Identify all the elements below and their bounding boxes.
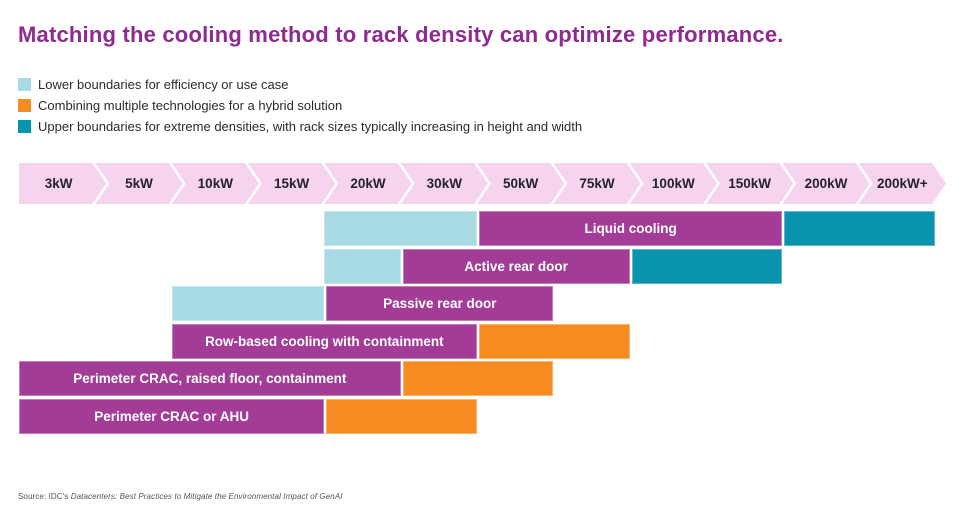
bar-segment-main: Active rear door bbox=[400, 248, 630, 284]
source-prefix: Source: IDC's bbox=[18, 492, 71, 501]
bar-segment-lower bbox=[324, 248, 401, 284]
bar-segment-main: Perimeter CRAC, raised floor, containmen… bbox=[19, 361, 401, 396]
legend-label: Combining multiple technologies for a hy… bbox=[38, 98, 343, 113]
bar-segment-hybrid bbox=[324, 398, 477, 434]
axis-chevron-100kW: 100kW bbox=[630, 163, 717, 204]
axis-label: 200kW bbox=[804, 176, 848, 191]
bar-label: Perimeter CRAC or AHU bbox=[94, 408, 250, 424]
bar-segment-lower bbox=[324, 211, 477, 246]
bar-segment-upper bbox=[629, 248, 783, 284]
axis-label: 100kW bbox=[651, 176, 695, 191]
bar-row-liquid-cooling: Liquid cooling bbox=[19, 211, 935, 246]
axis-chevron-3kW: 3kW bbox=[19, 163, 106, 204]
legend-label: Lower boundaries for efficiency or use c… bbox=[38, 77, 289, 92]
bar-label: Row-based cooling with containment bbox=[205, 333, 444, 349]
axis-chevron-150kW: 150kW bbox=[706, 163, 793, 204]
axis-chevron-5kW: 5kW bbox=[95, 163, 182, 204]
axis-label: 20kW bbox=[350, 176, 386, 191]
axis-chevron-50kW: 50kW bbox=[477, 163, 564, 204]
bar-row-passive-rear-door: Passive rear door bbox=[19, 286, 935, 321]
axis-label: 5kW bbox=[125, 176, 153, 191]
bar-label: Perimeter CRAC, raised floor, containmen… bbox=[73, 371, 347, 386]
source-note: Source: IDC's Datacenters: Best Practice… bbox=[18, 492, 343, 501]
axis-label: 30kW bbox=[426, 176, 462, 191]
bar-row-row-based-cooling-with-containment: Row-based cooling with containment bbox=[19, 323, 935, 359]
bar-segment-main: Passive rear door bbox=[324, 286, 554, 321]
axis-chevron-10kW: 10kW bbox=[172, 163, 259, 204]
axis-chevron-75kW: 75kW bbox=[553, 163, 640, 204]
axis: 3kW 5kW 10kW 15kW 20kW 30kW 50kW 75kW 100kW 150kW… bbox=[19, 163, 935, 204]
hybrid-solution-swatch-icon bbox=[18, 99, 31, 112]
axis-chevron-200kWplus: 200kW+ bbox=[859, 163, 946, 204]
bar-segment-upper bbox=[782, 211, 935, 246]
axis-label: 3kW bbox=[44, 176, 73, 191]
axis-label: 75kW bbox=[579, 176, 615, 191]
bar-segment-main: Row-based cooling with containment bbox=[171, 323, 477, 359]
bar-row-active-rear-door: Active rear door bbox=[19, 248, 935, 284]
bar-label: Passive rear door bbox=[383, 296, 497, 311]
axis-chevron-15kW: 15kW bbox=[248, 163, 335, 204]
axis-label: 150kW bbox=[728, 176, 772, 191]
axis-label: 200kW+ bbox=[876, 176, 928, 191]
page-title: Matching the cooling method to rack dens… bbox=[18, 22, 784, 47]
bar-row-perimeter-crac-or-ahu: Perimeter CRAC or AHU bbox=[19, 398, 935, 434]
upper-boundary-swatch-icon bbox=[18, 120, 31, 133]
bar-segment-lower bbox=[171, 286, 325, 321]
bar-segment-hybrid bbox=[400, 361, 554, 396]
axis-label: 50kW bbox=[503, 176, 539, 191]
bar-label: Active rear door bbox=[464, 258, 568, 274]
bar-row-perimeter-crac-raised-floor-containment: Perimeter CRAC, raised floor, containmen… bbox=[19, 361, 935, 396]
bar-segment-main: Liquid cooling bbox=[477, 211, 783, 246]
legend: Lower boundaries for efficiency or use c… bbox=[18, 74, 582, 137]
legend-item-upper-boundaries: Upper boundaries for extreme densities, … bbox=[18, 116, 582, 137]
axis-chevron-200kW: 200kW bbox=[782, 163, 869, 204]
source-report-title: Datacenters: Best Practices to Mitigate … bbox=[70, 492, 343, 501]
legend-item-hybrid-solution: Combining multiple technologies for a hy… bbox=[18, 95, 582, 116]
bar-segment-hybrid bbox=[477, 323, 630, 359]
axis-label: 15kW bbox=[274, 176, 310, 191]
axis-label: 10kW bbox=[197, 176, 233, 191]
legend-label: Upper boundaries for extreme densities, … bbox=[38, 119, 583, 134]
axis-chevron-20kW: 20kW bbox=[324, 163, 411, 204]
lower-boundary-swatch-icon bbox=[18, 78, 31, 91]
axis-chevron-30kW: 30kW bbox=[401, 163, 488, 204]
legend-item-lower-boundaries: Lower boundaries for efficiency or use c… bbox=[18, 74, 582, 95]
bar-label: Liquid cooling bbox=[584, 221, 677, 236]
bar-segment-main: Perimeter CRAC or AHU bbox=[19, 398, 325, 434]
bars: Liquid cooling Active rear door Passive re… bbox=[19, 211, 935, 435]
